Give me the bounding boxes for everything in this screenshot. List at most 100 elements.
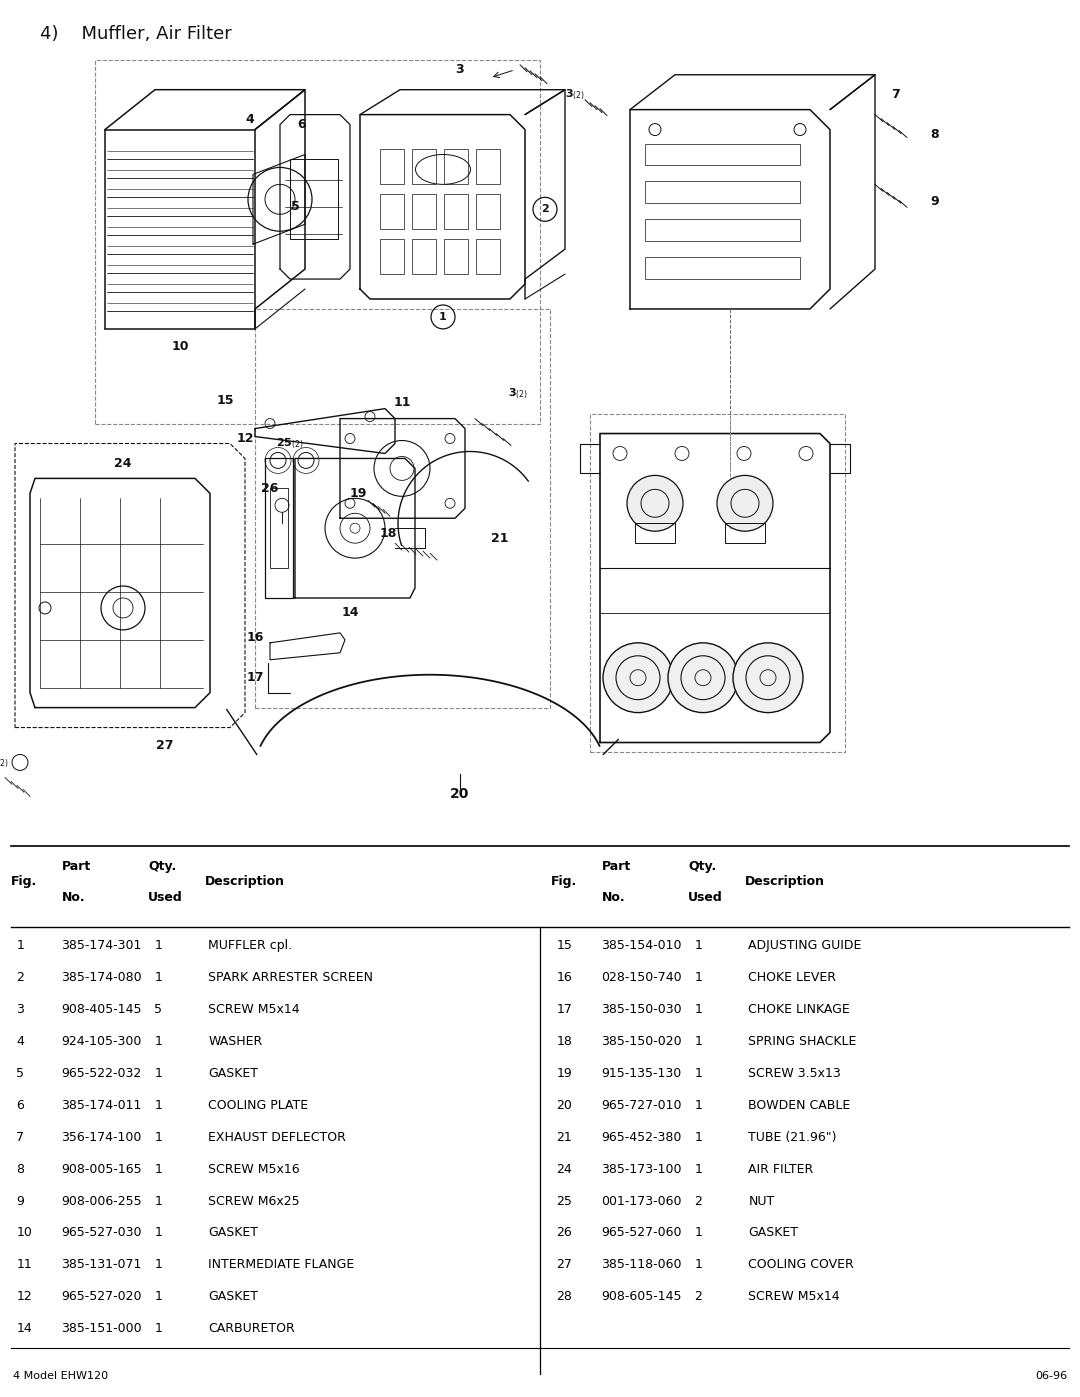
Text: 25$_{(2)}$: 25$_{(2)}$ (276, 436, 303, 451)
Text: Description: Description (745, 875, 825, 887)
Text: 27: 27 (556, 1259, 572, 1271)
Text: 28: 28 (556, 1291, 572, 1303)
Text: 1: 1 (154, 1130, 162, 1144)
Text: 3: 3 (16, 1003, 24, 1016)
Text: 1: 1 (154, 1259, 162, 1271)
Text: 5: 5 (16, 1067, 24, 1080)
Text: Fig.: Fig. (11, 875, 37, 887)
Text: 4 Model EHW120: 4 Model EHW120 (13, 1370, 108, 1380)
Text: GASKET: GASKET (208, 1067, 258, 1080)
Text: 385-154-010: 385-154-010 (602, 939, 683, 953)
Text: 1: 1 (154, 1162, 162, 1176)
Text: 965-727-010: 965-727-010 (602, 1099, 683, 1112)
Text: 385-151-000: 385-151-000 (62, 1322, 143, 1336)
Text: 965-527-060: 965-527-060 (602, 1227, 683, 1239)
Text: Description: Description (205, 875, 285, 887)
Text: 1: 1 (154, 1194, 162, 1207)
Text: 25: 25 (556, 1194, 572, 1207)
Bar (635, 524, 675, 543)
Text: 385-174-080: 385-174-080 (62, 971, 143, 985)
Text: 17: 17 (556, 1003, 572, 1016)
Text: 26: 26 (261, 482, 279, 495)
Text: 1: 1 (694, 1227, 702, 1239)
Text: 965-527-020: 965-527-020 (62, 1291, 143, 1303)
Text: 16: 16 (246, 631, 264, 644)
Bar (411, 194, 436, 229)
Circle shape (669, 643, 738, 712)
Bar (291, 159, 338, 239)
Text: 1: 1 (154, 939, 162, 953)
Text: 6: 6 (298, 119, 307, 131)
Text: 385-150-030: 385-150-030 (602, 1003, 683, 1016)
Text: 965-452-380: 965-452-380 (602, 1130, 681, 1144)
Bar (645, 219, 800, 242)
Text: 9: 9 (16, 1194, 24, 1207)
Text: 385-118-060: 385-118-060 (602, 1259, 683, 1271)
Text: 11: 11 (393, 397, 410, 409)
Text: CHOKE LEVER: CHOKE LEVER (748, 971, 836, 985)
Text: 14: 14 (16, 1322, 32, 1336)
Bar (476, 149, 500, 184)
Text: BOWDEN CABLE: BOWDEN CABLE (748, 1099, 851, 1112)
Text: TUBE (21.96"): TUBE (21.96") (748, 1130, 837, 1144)
Text: 908-405-145: 908-405-145 (62, 1003, 143, 1016)
Text: 1: 1 (154, 971, 162, 985)
Bar (380, 149, 404, 184)
Text: COOLING COVER: COOLING COVER (748, 1259, 854, 1271)
Text: 8: 8 (931, 129, 940, 141)
Text: 385-174-011: 385-174-011 (62, 1099, 141, 1112)
Text: Qty.: Qty. (688, 861, 716, 873)
Text: GASKET: GASKET (208, 1291, 258, 1303)
Text: 908-006-255: 908-006-255 (62, 1194, 143, 1207)
Text: 908-005-165: 908-005-165 (62, 1162, 143, 1176)
Bar (645, 182, 800, 204)
Text: 915-135-130: 915-135-130 (602, 1067, 681, 1080)
Text: 21: 21 (556, 1130, 572, 1144)
Text: 965-527-030: 965-527-030 (62, 1227, 143, 1239)
Text: 3$_{(2)}$: 3$_{(2)}$ (508, 387, 528, 401)
Text: 4: 4 (16, 1035, 24, 1048)
Text: 18: 18 (556, 1035, 572, 1048)
Text: 385-174-301: 385-174-301 (62, 939, 141, 953)
Text: Used: Used (148, 891, 183, 904)
Text: No.: No. (602, 891, 625, 904)
Text: 18: 18 (379, 527, 396, 539)
Text: CHOKE LINKAGE: CHOKE LINKAGE (748, 1003, 850, 1016)
Text: 1: 1 (16, 939, 24, 953)
Text: Fig.: Fig. (551, 875, 577, 887)
Bar (444, 239, 468, 274)
Text: Used: Used (688, 891, 723, 904)
Text: Part: Part (602, 861, 631, 873)
Text: 10: 10 (172, 341, 189, 353)
Text: ADJUSTING GUIDE: ADJUSTING GUIDE (748, 939, 862, 953)
Text: 1: 1 (154, 1067, 162, 1080)
Bar (645, 257, 800, 279)
Text: 19: 19 (556, 1067, 572, 1080)
Text: 21: 21 (491, 532, 509, 545)
Text: 356-174-100: 356-174-100 (62, 1130, 141, 1144)
Text: 12: 12 (237, 432, 254, 446)
Text: 1: 1 (694, 1259, 702, 1271)
Bar (380, 194, 404, 229)
Text: 3$_{(2)}$: 3$_{(2)}$ (565, 88, 585, 102)
Text: 6: 6 (16, 1099, 24, 1112)
Text: 7: 7 (16, 1130, 24, 1144)
Text: 1: 1 (694, 1067, 702, 1080)
Text: Qty.: Qty. (148, 861, 176, 873)
Text: 14: 14 (341, 606, 359, 619)
Text: GASKET: GASKET (748, 1227, 798, 1239)
Text: 4: 4 (245, 113, 255, 126)
Text: COOLING PLATE: COOLING PLATE (208, 1099, 309, 1112)
Text: 9: 9 (931, 194, 940, 208)
Text: 5: 5 (291, 200, 299, 212)
Text: 15: 15 (556, 939, 572, 953)
Text: 2: 2 (541, 204, 549, 214)
Bar (476, 239, 500, 274)
Text: 2: 2 (16, 971, 24, 985)
Text: 4)    Muffler, Air Filter: 4) Muffler, Air Filter (40, 25, 232, 43)
Text: EXHAUST DEFLECTOR: EXHAUST DEFLECTOR (208, 1130, 347, 1144)
Text: NUT: NUT (748, 1194, 774, 1207)
Bar (411, 239, 436, 274)
Text: 20: 20 (450, 788, 470, 802)
Text: 12: 12 (16, 1291, 32, 1303)
